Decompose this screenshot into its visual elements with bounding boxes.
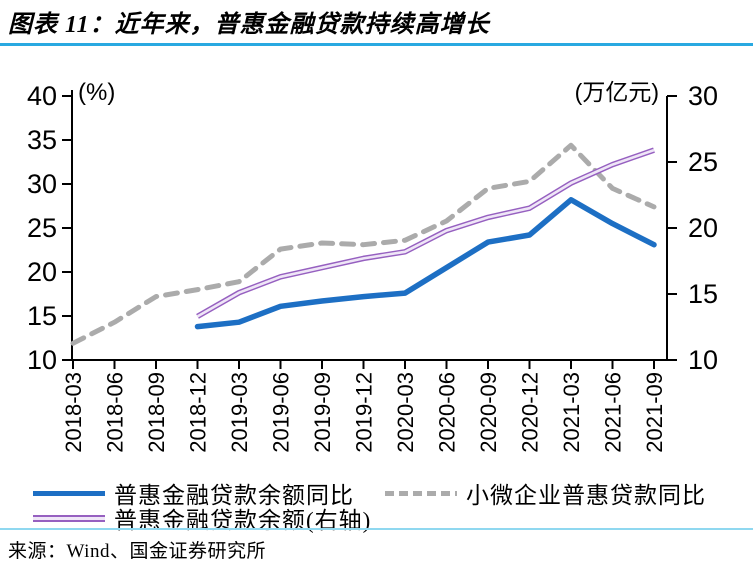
- x-axis-tick-label: 2019-12: [352, 372, 377, 453]
- x-axis-tick-label: 2021-09: [642, 372, 667, 453]
- figure-title: 图表 11：近年来，普惠金融贷款持续高增长: [8, 12, 490, 38]
- x-axis-tick-label: 2020-12: [518, 372, 543, 453]
- legend-item-blue: 普惠金融贷款余额同比: [33, 476, 354, 510]
- left-axis-tick-label: 20: [27, 257, 57, 287]
- chart-area: 40 35 30 25 20 15 10 30 25 20 15 10 2018-03 2018-06 20…: [0, 58, 753, 470]
- x-axis-tick-label: 2019-06: [269, 372, 294, 453]
- gray-dashed-swatch: [385, 490, 457, 496]
- title-underline: [0, 43, 753, 46]
- left-axis-tick-label: 25: [27, 213, 57, 243]
- left-axis-tick-label: 40: [27, 81, 57, 111]
- x-axis-tick-label: 2021-06: [601, 372, 626, 453]
- x-axis-tick-label: 2018-03: [61, 372, 86, 453]
- footer-divider: [0, 528, 753, 530]
- x-axis-tick-label: 2019-09: [310, 372, 335, 453]
- right-axis-tick-label: 20: [688, 213, 718, 243]
- x-axis-tick-label: 2018-12: [186, 372, 211, 453]
- x-axis-tick-label: 2019-03: [227, 372, 252, 453]
- x-axis-tick-label: 2021-03: [559, 372, 584, 453]
- source-note: 来源：Wind、国金证券研究所: [8, 541, 266, 562]
- x-axis-tick-label: 2020-03: [393, 372, 418, 453]
- right-axis-tick-label: 25: [688, 147, 718, 177]
- left-axis-tick-label: 10: [27, 345, 57, 375]
- left-axis-tick-label: 30: [27, 169, 57, 199]
- series-line-gray-dashed: [70, 142, 657, 346]
- right-axis-tick-label: 15: [688, 279, 718, 309]
- x-axis-tick-label: 2020-06: [435, 372, 460, 453]
- purple-line-swatch: [33, 514, 105, 522]
- right-axis-tick-label: 30: [688, 81, 718, 111]
- right-axis-unit-label: (万亿元): [575, 79, 659, 105]
- x-axis-tick-label: 2020-09: [476, 372, 501, 453]
- blue-line-swatch: [33, 490, 105, 496]
- legend-label-blue: 普惠金融贷款余额同比: [114, 483, 354, 508]
- x-axis-tick-label: 2018-09: [144, 372, 169, 453]
- left-axis-tick-label: 35: [27, 125, 57, 155]
- legend-item-gray: 小微企业普惠贷款同比: [385, 476, 706, 510]
- right-axis-tick-label: 10: [688, 345, 718, 375]
- series-line-blue: [194, 197, 657, 330]
- series-line-purple-inner: [196, 148, 655, 318]
- left-axis-tick-label: 15: [27, 301, 57, 331]
- left-axis-unit-label: (%): [78, 79, 115, 106]
- x-axis-tick-label: 2018-06: [103, 372, 128, 453]
- legend-label-gray: 小微企业普惠贷款同比: [466, 483, 706, 508]
